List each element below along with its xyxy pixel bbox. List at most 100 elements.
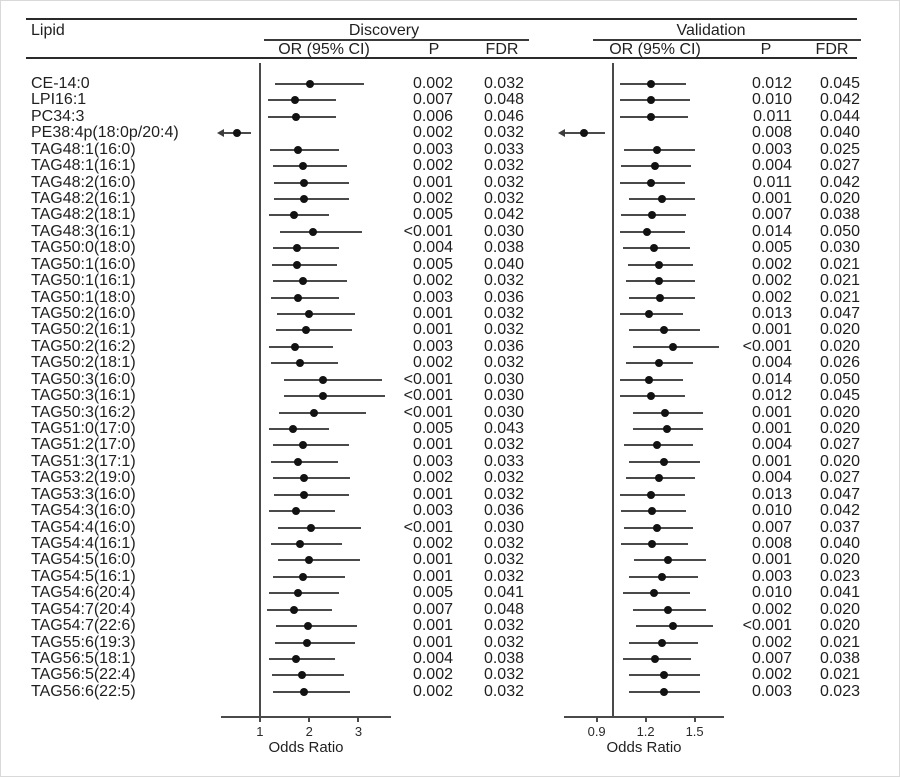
column-header-validation-p: P xyxy=(760,41,772,58)
validation-p-value: 0.003 xyxy=(751,567,792,585)
validation-or-point xyxy=(644,310,653,319)
discovery-or-point xyxy=(299,441,308,450)
discovery-or-point xyxy=(300,178,309,187)
discovery-p-value: 0.005 xyxy=(412,584,453,602)
validation-or-point xyxy=(653,145,662,154)
discovery-p-value: 0.003 xyxy=(412,502,453,520)
discovery-or-point xyxy=(300,474,309,483)
discovery-ci-line xyxy=(273,198,349,200)
validation-fdr-value: 0.050 xyxy=(819,370,860,388)
discovery-ci-line xyxy=(275,83,365,85)
discovery-fdr-value: 0.030 xyxy=(483,518,524,536)
validation-p-value: 0.001 xyxy=(751,551,792,569)
discovery-p-value: 0.005 xyxy=(412,420,453,438)
discovery-p-value: 0.001 xyxy=(412,305,453,323)
validation-or-point xyxy=(646,96,655,105)
discovery-p-value: 0.002 xyxy=(412,75,453,92)
validation-fdr-value: 0.038 xyxy=(819,206,860,224)
discovery-p-value: 0.007 xyxy=(412,91,453,109)
validation-p-value: 0.002 xyxy=(751,666,792,684)
lipid-label: TAG56:5(22:4) xyxy=(31,666,136,684)
lipid-label: TAG56:6(22:5) xyxy=(31,682,136,700)
top-rule xyxy=(26,18,857,20)
discovery-axis-tick xyxy=(308,716,311,722)
discovery-p-value: 0.001 xyxy=(412,436,453,454)
validation-axis-tick xyxy=(595,716,598,722)
validation-fdr-value: 0.037 xyxy=(819,518,860,536)
discovery-or-point xyxy=(290,342,299,351)
validation-fdr-value: 0.021 xyxy=(819,288,860,306)
column-header-lipid: Lipid xyxy=(31,22,65,39)
validation-or-point xyxy=(654,260,663,269)
lipid-label: CE-14:0 xyxy=(31,75,90,92)
discovery-fdr-value: 0.030 xyxy=(483,222,524,240)
validation-fdr-value: 0.041 xyxy=(819,584,860,602)
validation-or-point xyxy=(653,441,662,450)
validation-fdr-value: 0.023 xyxy=(819,567,860,585)
validation-p-value: 0.014 xyxy=(751,222,792,240)
discovery-or-point xyxy=(300,687,309,696)
validation-or-point xyxy=(651,655,660,664)
validation-group-underline xyxy=(593,39,861,41)
validation-or-point xyxy=(646,490,655,499)
discovery-axis-tick xyxy=(357,716,360,722)
validation-fdr-value: 0.021 xyxy=(819,666,860,684)
validation-axis-tick-label: 1.2 xyxy=(636,724,655,739)
lipid-label: LPI16:1 xyxy=(31,91,87,109)
discovery-p-value: 0.003 xyxy=(412,337,453,355)
validation-p-value: 0.007 xyxy=(751,518,792,536)
validation-or-point xyxy=(648,540,657,549)
validation-or-point xyxy=(654,277,663,286)
discovery-fdr-value: 0.032 xyxy=(483,190,524,207)
lipid-label: TAG50:3(16:0) xyxy=(31,370,136,388)
discovery-fdr-value: 0.032 xyxy=(483,305,524,323)
discovery-or-point xyxy=(289,605,298,614)
validation-or-point xyxy=(659,326,668,335)
column-header-validation-fdr: FDR xyxy=(815,41,849,58)
discovery-fdr-value: 0.033 xyxy=(483,452,524,470)
column-header-discovery-or: OR (95% CI) xyxy=(278,41,370,58)
validation-or-point xyxy=(646,178,655,187)
discovery-or-point xyxy=(300,490,309,499)
validation-axis-tick-label: 0.9 xyxy=(587,724,606,739)
discovery-ci-line xyxy=(268,428,330,431)
validation-p-value: 0.004 xyxy=(751,354,792,372)
validation-fdr-value: 0.045 xyxy=(819,75,860,92)
discovery-fdr-value: 0.032 xyxy=(483,617,524,635)
validation-p-value: 0.010 xyxy=(751,502,792,520)
discovery-p-value: 0.001 xyxy=(412,567,453,585)
discovery-fdr-value: 0.040 xyxy=(483,255,524,273)
discovery-p-value: 0.002 xyxy=(412,124,453,142)
validation-p-value: 0.008 xyxy=(751,124,792,142)
lipid-label: TAG50:0(18:0) xyxy=(31,239,136,257)
discovery-or-point xyxy=(294,145,303,154)
lipid-label: TAG50:2(16:1) xyxy=(31,321,136,339)
discovery-or-point xyxy=(293,244,302,253)
header-rule xyxy=(26,57,857,59)
validation-or-point xyxy=(662,425,671,434)
validation-or-point xyxy=(646,112,655,121)
discovery-fdr-value: 0.032 xyxy=(483,485,524,503)
discovery-ci-line xyxy=(284,395,385,398)
validation-p-value: 0.010 xyxy=(751,91,792,109)
discovery-ci-line xyxy=(266,608,333,611)
discovery-fdr-value: 0.036 xyxy=(483,502,524,520)
lipid-label: TAG54:4(16:1) xyxy=(31,535,136,553)
discovery-or-point xyxy=(303,638,312,647)
lipid-label: TAG48:1(16:1) xyxy=(31,157,136,175)
discovery-fdr-value: 0.032 xyxy=(483,272,524,290)
validation-or-point xyxy=(643,227,652,236)
lipid-label: TAG48:2(16:1) xyxy=(31,190,136,207)
validation-p-value: 0.014 xyxy=(751,370,792,388)
validation-fdr-value: 0.020 xyxy=(819,452,860,470)
discovery-ci-line xyxy=(276,625,357,628)
discovery-fdr-value: 0.032 xyxy=(483,567,524,585)
validation-p-value: 0.002 xyxy=(751,272,792,290)
discovery-ci-line xyxy=(271,263,337,266)
discovery-or-point xyxy=(305,556,314,565)
lipid-label: TAG48:1(16:0) xyxy=(31,140,136,158)
validation-fdr-value: 0.020 xyxy=(819,190,860,207)
validation-fdr-value: 0.044 xyxy=(819,107,860,125)
validation-or-point xyxy=(646,80,655,88)
discovery-ci-line xyxy=(267,99,337,102)
